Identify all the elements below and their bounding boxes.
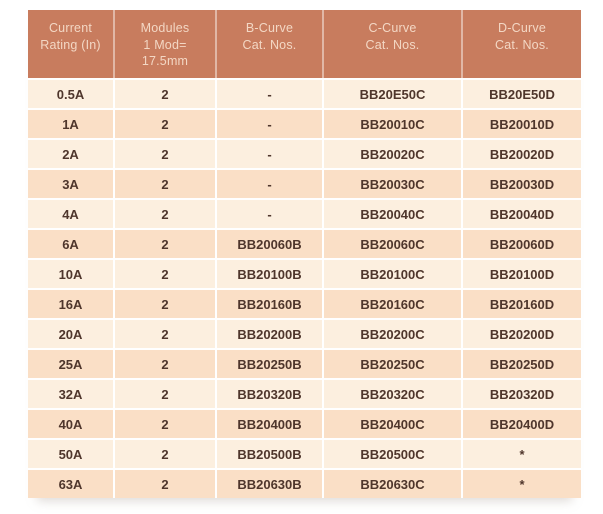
table-cell: 3A [28, 168, 113, 198]
table-cell: 10A [28, 258, 113, 288]
table-row: 25A 2 BB20250B BB20250C BB20250D [28, 348, 581, 378]
table-cell: 2 [113, 198, 215, 228]
table-cell: 4A [28, 198, 113, 228]
table-cell: BB20100D [461, 258, 581, 288]
table-cell: BB20500B [215, 438, 322, 468]
table-cell: BB20040D [461, 198, 581, 228]
table-cell: - [215, 78, 322, 108]
catalog-table: Current Rating (In) Modules 1 Mod= 17.5m… [28, 10, 581, 498]
table-cell: * [461, 468, 581, 498]
table-row: 16A 2 BB20160B BB20160C BB20160D [28, 288, 581, 318]
table-row: 20A 2 BB20200B BB20200C BB20200D [28, 318, 581, 348]
table-cell: BB20030D [461, 168, 581, 198]
table-cell: 20A [28, 318, 113, 348]
table-cell: 1A [28, 108, 113, 138]
table-cell: BB20400B [215, 408, 322, 438]
table-cell: BB20100C [322, 258, 461, 288]
table-cell: BB20250B [215, 348, 322, 378]
table-cell: 2 [113, 258, 215, 288]
table-cell: 2 [113, 378, 215, 408]
table-row: 50A 2 BB20500B BB20500C * [28, 438, 581, 468]
table-row: 1A 2- BB20010C BB20010D [28, 108, 581, 138]
table-row: 0.5A 2- BB20E50C BB20E50D [28, 78, 581, 108]
table-cell: BB20400D [461, 408, 581, 438]
table-cell: 2 [113, 138, 215, 168]
table-cell: BB20160B [215, 288, 322, 318]
table-cell: - [215, 168, 322, 198]
table-cell: BB20630C [322, 468, 461, 498]
table-cell: BB20060B [215, 228, 322, 258]
table-row: 10A 2 BB20100B BB20100C BB20100D [28, 258, 581, 288]
table-cell: 16A [28, 288, 113, 318]
table-cell: BB20500C [322, 438, 461, 468]
table-cell: 2 [113, 108, 215, 138]
table-cell: BB20E50D [461, 78, 581, 108]
table-cell: 2 [113, 408, 215, 438]
table-cell: BB20030C [322, 168, 461, 198]
table-cell: BB20E50C [322, 78, 461, 108]
table-cell: 25A [28, 348, 113, 378]
table-cell: BB20020D [461, 138, 581, 168]
table-cell: * [461, 438, 581, 468]
table-cell: BB20010C [322, 108, 461, 138]
table-row: 4A 2- BB20040C BB20040D [28, 198, 581, 228]
table-cell: - [215, 198, 322, 228]
table-cell: 2 [113, 468, 215, 498]
table-cell: 50A [28, 438, 113, 468]
table-row: 6A 2 BB20060B BB20060C BB20060D [28, 228, 581, 258]
table-row: 3A 2- BB20030C BB20030D [28, 168, 581, 198]
table-row: 32A 2 BB20320B BB20320C BB20320D [28, 378, 581, 408]
table-cell: - [215, 138, 322, 168]
table-cell: BB20250D [461, 348, 581, 378]
header-row: Current Rating (In) Modules 1 Mod= 17.5m… [28, 10, 581, 78]
table-cell: 6A [28, 228, 113, 258]
table-cell: BB20630B [215, 468, 322, 498]
table-body: 0.5A 2- BB20E50C BB20E50D 1A 2- BB20010C BB2001… [28, 78, 581, 498]
table-cell: BB20020C [322, 138, 461, 168]
column-header-d-curve: D-Curve Cat. Nos. [461, 10, 581, 78]
table-cell: 2 [113, 168, 215, 198]
table-cell: BB20160C [322, 288, 461, 318]
table-cell: BB20200D [461, 318, 581, 348]
table-cell: 63A [28, 468, 113, 498]
table-cell: 2 [113, 348, 215, 378]
column-header-c-curve: C-Curve Cat. Nos. [322, 10, 461, 78]
table-cell: 2 [113, 288, 215, 318]
column-header-b-curve: B-Curve Cat. Nos. [215, 10, 322, 78]
table-cell: BB20040C [322, 198, 461, 228]
column-header-current-rating: Current Rating (In) [28, 10, 113, 78]
catalog-table-container: Current Rating (In) Modules 1 Mod= 17.5m… [28, 10, 581, 498]
table-cell: BB20100B [215, 258, 322, 288]
table-cell: BB20200C [322, 318, 461, 348]
table-row: 40A 2 BB20400B BB20400C BB20400D [28, 408, 581, 438]
table-cell: 2 [113, 228, 215, 258]
table-cell: 2A [28, 138, 113, 168]
table-cell: BB20320C [322, 378, 461, 408]
table-cell: - [215, 108, 322, 138]
table-cell: BB20400C [322, 408, 461, 438]
table-cell: BB20200B [215, 318, 322, 348]
table-cell: 2 [113, 78, 215, 108]
table-cell: BB20320B [215, 378, 322, 408]
table-cell: BB20160D [461, 288, 581, 318]
table-cell: 0.5A [28, 78, 113, 108]
table-cell: 40A [28, 408, 113, 438]
table-cell: BB20060D [461, 228, 581, 258]
table-row: 63A 2 BB20630B BB20630C * [28, 468, 581, 498]
table-cell: BB20060C [322, 228, 461, 258]
column-header-modules: Modules 1 Mod= 17.5mm [113, 10, 215, 78]
table-cell: BB20250C [322, 348, 461, 378]
table-row: 2A 2- BB20020C BB20020D [28, 138, 581, 168]
table-cell: BB20320D [461, 378, 581, 408]
table-cell: 2 [113, 318, 215, 348]
table-cell: BB20010D [461, 108, 581, 138]
table-cell: 32A [28, 378, 113, 408]
table-header: Current Rating (In) Modules 1 Mod= 17.5m… [28, 10, 581, 78]
table-cell: 2 [113, 438, 215, 468]
